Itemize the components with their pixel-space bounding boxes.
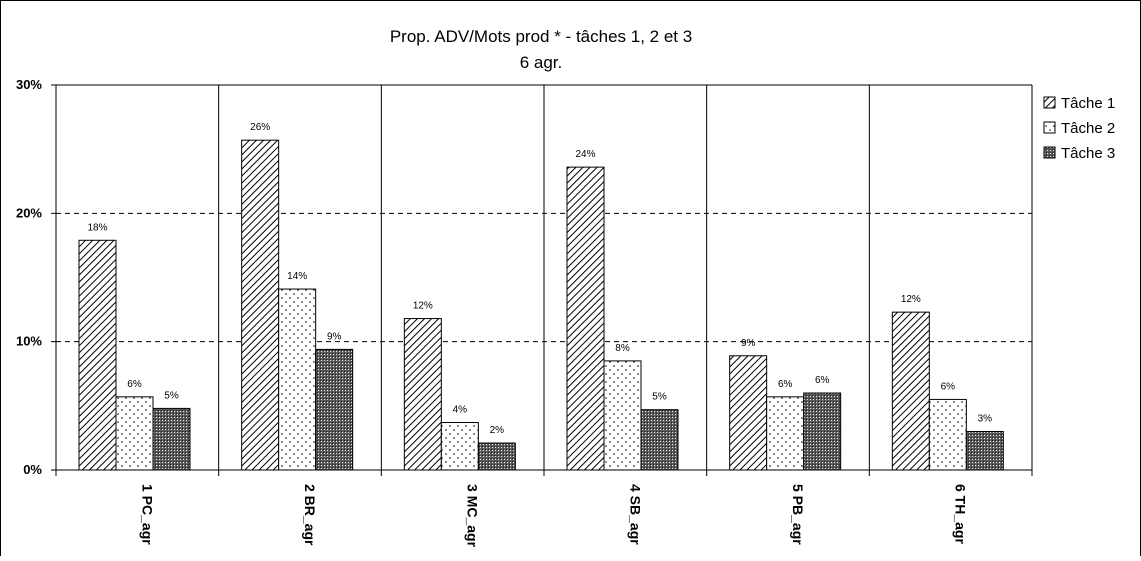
bar [766, 396, 805, 471]
bar [241, 139, 280, 471]
y-tick-label: 20% [16, 205, 42, 220]
bar [278, 288, 317, 471]
grid-layer [56, 84, 1033, 470]
x-tick-label: 2 BR_agr [302, 484, 318, 546]
x-tick-label: 4 SB_agr [627, 484, 643, 545]
bar [566, 166, 605, 471]
y-tick-label: 0% [23, 462, 42, 477]
axes-layer: 0% 10% 20% 30% 1 PC_agr 2 BR_agr 3 MC_agr 4 SB_… [16, 77, 1033, 548]
bar [115, 396, 154, 471]
legend-label: Tâche 3 [1061, 145, 1115, 162]
y-tick-label: 30% [16, 77, 42, 92]
data-label: 5% [164, 390, 179, 401]
bar [891, 311, 930, 471]
data-label: 6% [127, 379, 142, 390]
data-label: 4% [453, 405, 468, 416]
data-label: 14% [287, 271, 307, 282]
data-label: 9% [327, 331, 342, 342]
legend-label: Tâche 2 [1061, 120, 1115, 137]
bar [403, 318, 442, 471]
x-tick-label: 1 PC_agr [139, 484, 155, 545]
data-label: 6% [815, 375, 830, 386]
bars-layer [78, 139, 1004, 471]
x-tick-label: 6 TH_agr [953, 484, 969, 544]
data-labels-layer: 18% 26% 12% 24% 9% 12% 6% 14% 4% 8% 6% 6% 5% 9% 2% 5% 6%… [87, 122, 992, 436]
bar [440, 422, 479, 471]
x-tick-label: 5 PB_agr [790, 484, 806, 545]
data-label: 24% [575, 149, 595, 160]
legend-label: Tâche 1 [1061, 95, 1115, 112]
bar [152, 407, 191, 471]
legend-swatch [1043, 96, 1056, 109]
data-label: 2% [490, 425, 505, 436]
data-label: 3% [978, 414, 993, 425]
bar [928, 398, 967, 471]
legend-swatch [1043, 146, 1056, 159]
bar [965, 431, 1004, 471]
data-label: 9% [741, 338, 756, 349]
bar [78, 239, 117, 471]
chart-subtitle: 6 agr. [520, 53, 563, 72]
data-label: 12% [413, 301, 433, 312]
legend-swatch [1043, 121, 1056, 134]
legend: Tâche 1 Tâche 2 Tâche 3 [1043, 95, 1115, 162]
data-label: 12% [901, 294, 921, 305]
data-label: 5% [652, 392, 667, 403]
bar [603, 360, 642, 471]
bar [315, 348, 354, 471]
bar [729, 355, 768, 471]
y-tick-label: 10% [16, 334, 42, 349]
data-label: 18% [87, 222, 107, 233]
x-tick-label: 3 MC_agr [465, 484, 481, 548]
bar [803, 392, 842, 471]
data-label: 26% [250, 122, 270, 133]
data-label: 8% [615, 343, 630, 354]
bar [640, 409, 679, 471]
data-label: 6% [778, 379, 793, 390]
bar [477, 442, 516, 471]
chart-title: Prop. ADV/Mots prod * - tâches 1, 2 et 3 [390, 27, 692, 46]
data-label: 6% [941, 381, 956, 392]
